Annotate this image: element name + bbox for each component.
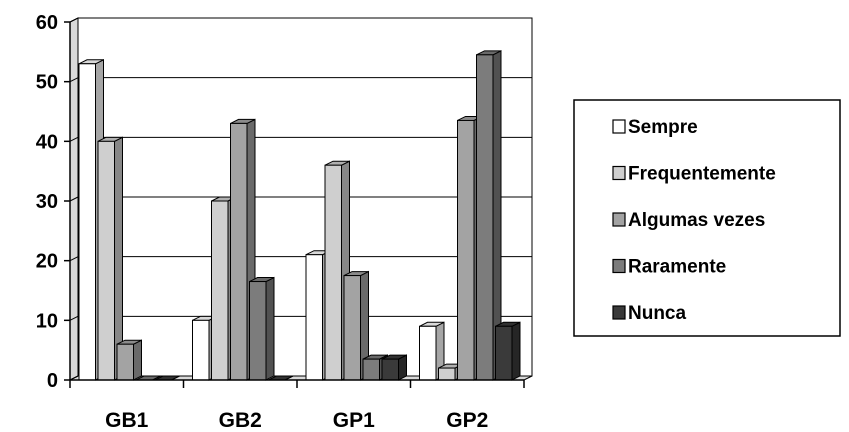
gridlines <box>69 17 532 381</box>
bar-gb2-raramente <box>249 276 275 381</box>
gridline-diag <box>69 77 79 83</box>
gridline-diag <box>69 315 79 321</box>
legend-entry: Sempre <box>612 117 698 138</box>
bar-gp2-raramente <box>476 50 502 381</box>
x-tick-label: GB1 <box>105 409 149 432</box>
legend-label: Algumas vezes <box>628 210 765 231</box>
legend: Sempre Frequentemente Algumas vezes Raramen… <box>573 99 841 337</box>
legend-swatch <box>612 165 626 181</box>
bar-gp2-nunca <box>495 321 521 381</box>
y-tick-label: 40 <box>36 131 58 153</box>
bar-gp2-sempre <box>419 321 445 381</box>
legend-label: Sempre <box>628 117 698 138</box>
gridline-diag <box>69 17 79 23</box>
gridline-diag <box>69 136 79 142</box>
legend-swatch <box>612 258 626 274</box>
bar-gp1-nunca <box>381 354 407 381</box>
bar-gb1-algumas-vezes <box>116 339 142 381</box>
axes <box>64 21 525 388</box>
x-tick-label: GB2 <box>219 409 262 432</box>
bar-gb1-frequentemente <box>97 136 123 381</box>
gridline-diag <box>69 196 79 202</box>
legend-label: Raramente <box>628 257 726 278</box>
x-tick-label: GP2 <box>446 409 488 432</box>
y-tick-label: 50 <box>36 72 58 94</box>
legend-label: Frequentemente <box>628 164 776 185</box>
legend-entry: Nunca <box>612 303 687 324</box>
legend-entry: Algumas vezes <box>612 210 765 231</box>
legend-swatch <box>612 119 626 134</box>
legend-label: Nunca <box>628 303 687 324</box>
gridline-diag <box>69 256 79 262</box>
legend-swatch <box>612 212 626 227</box>
legend-swatch <box>612 305 626 320</box>
x-axis-tick-labels: GB1 GB2 GP1 GP2 <box>105 409 488 432</box>
y-axis-tick-labels: 0 10 20 30 40 50 60 <box>36 12 58 392</box>
y-tick-label: 60 <box>36 12 58 34</box>
legend-entry: Raramente <box>612 257 726 278</box>
y-tick-label: 20 <box>36 251 58 273</box>
x-tick-label: GP1 <box>333 409 375 432</box>
legend-entry: Frequentemente <box>612 164 776 185</box>
y-tick-label: 30 <box>36 191 58 213</box>
bars <box>78 50 521 381</box>
y-tick-label: 0 <box>47 370 58 392</box>
y-tick-label: 10 <box>36 310 58 332</box>
